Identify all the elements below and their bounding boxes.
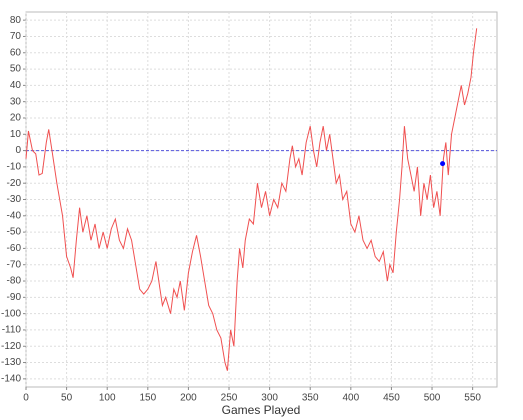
y-tick-label: 50 (10, 64, 22, 75)
y-tick-label: -40 (7, 210, 22, 221)
y-tick-label: -90 (7, 292, 22, 303)
y-tick-label: 80 (10, 15, 22, 26)
y-tick-label: -10 (7, 162, 22, 173)
x-tick-label: 100 (99, 393, 116, 404)
x-tick-label: 300 (261, 393, 278, 404)
x-tick-label: 450 (383, 393, 400, 404)
y-tick-label: 30 (10, 96, 22, 107)
x-tick-label: 250 (221, 393, 238, 404)
y-tick-label: 60 (10, 47, 22, 58)
marker-point (440, 161, 446, 167)
y-tick-label: -70 (7, 259, 22, 270)
y-tick-label: -100 (1, 308, 21, 319)
y-tick-label: -60 (7, 243, 22, 254)
y-tick-label: 10 (10, 129, 22, 140)
y-tick-label: -50 (7, 227, 22, 238)
x-tick-label: 150 (139, 393, 156, 404)
x-tick-label: 500 (424, 393, 441, 404)
y-tick-label: 20 (10, 113, 22, 124)
y-tick-label: -20 (7, 178, 22, 189)
x-tick-label: 350 (302, 393, 319, 404)
y-tick-label: -130 (1, 357, 21, 368)
y-tick-label: -30 (7, 194, 22, 205)
x-tick-label: 50 (61, 393, 73, 404)
data-line (25, 28, 478, 371)
x-axis-label: Games Played (222, 403, 301, 417)
x-tick-label: 200 (180, 393, 197, 404)
x-tick-label: 400 (342, 393, 359, 404)
y-tick-label: -80 (7, 276, 22, 287)
y-tick-label: -140 (1, 373, 21, 384)
x-tick-label: 550 (464, 393, 481, 404)
y-tick-label: 70 (10, 31, 22, 42)
y-tick-label: -110 (2, 325, 22, 336)
y-tick-label: 40 (10, 80, 22, 91)
y-tick-label: 0 (15, 145, 21, 156)
y-tick-label: -120 (1, 341, 21, 352)
x-tick-label: 0 (23, 393, 29, 404)
